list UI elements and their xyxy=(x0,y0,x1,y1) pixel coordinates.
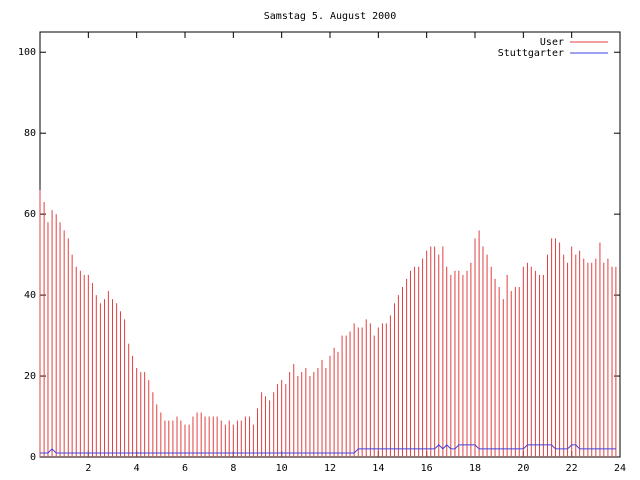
x-tick-label: 20 xyxy=(517,463,529,474)
x-tick-label: 12 xyxy=(324,463,336,474)
chart-title: Samstag 5. August 2000 xyxy=(264,11,396,22)
x-tick-label: 22 xyxy=(566,463,578,474)
x-tick-label: 24 xyxy=(614,463,626,474)
series-line xyxy=(40,444,616,454)
x-tick-label: 14 xyxy=(372,463,384,474)
y-tick-label: 20 xyxy=(24,371,36,382)
y-tick-label: 40 xyxy=(24,290,36,301)
y-tick-label: 0 xyxy=(30,452,36,463)
x-tick-label: 16 xyxy=(421,463,433,474)
x-tick-label: 18 xyxy=(469,463,481,474)
x-tick-label: 2 xyxy=(85,463,91,474)
x-tick-label: 6 xyxy=(182,463,188,474)
y-tick-label: 60 xyxy=(24,209,36,220)
legend-label: User xyxy=(540,37,564,48)
y-tick-label: 80 xyxy=(24,128,36,139)
x-tick-label: 10 xyxy=(276,463,288,474)
x-tick-label: 8 xyxy=(230,463,236,474)
y-tick-label: 100 xyxy=(18,47,36,58)
x-tick-label: 4 xyxy=(134,463,140,474)
legend-label: Stuttgarter xyxy=(498,48,564,59)
